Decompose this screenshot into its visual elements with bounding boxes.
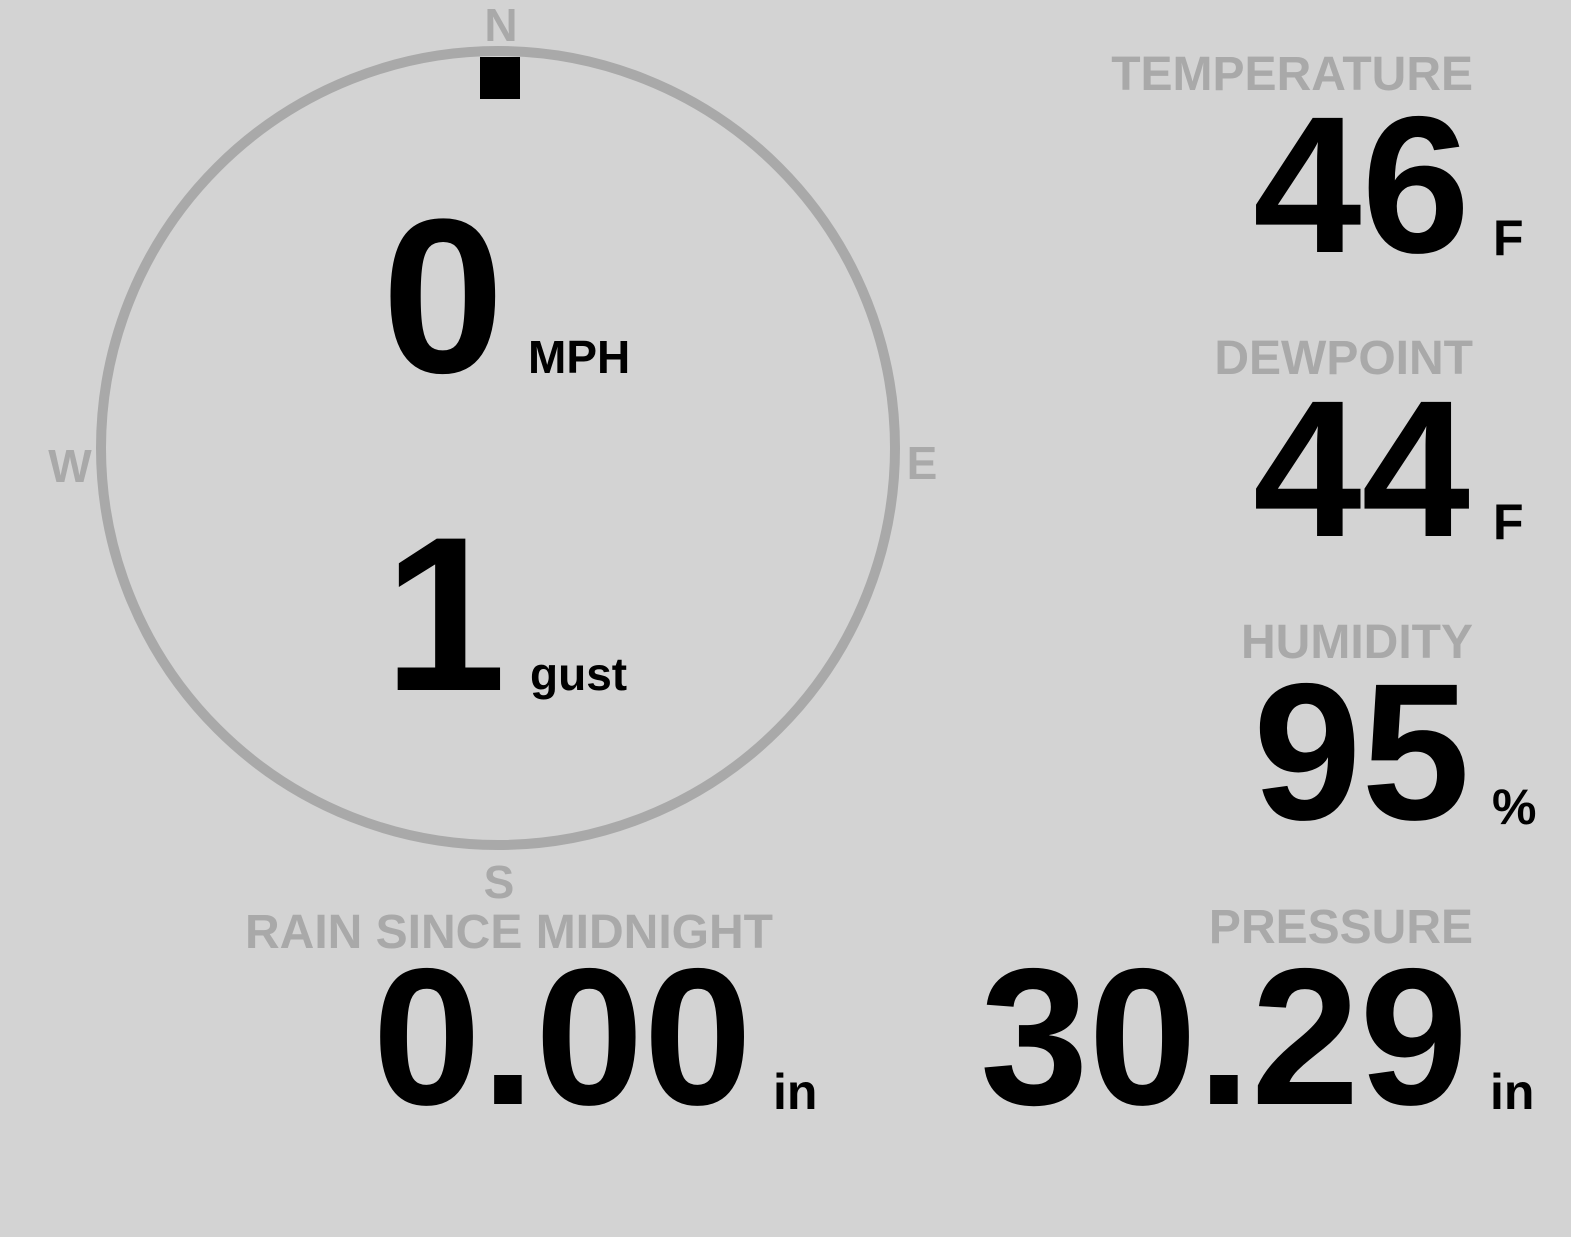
rain-value: 0.00 (372, 928, 752, 1146)
compass-east-label: E (906, 437, 938, 489)
pressure-value: 30.29 (980, 928, 1468, 1146)
compass-west-label: W (48, 440, 92, 492)
temperature-label: TEMPERATURE (1111, 48, 1473, 101)
humidity-label: HUMIDITY (1241, 616, 1473, 669)
wind-speed-value: 0 (381, 173, 505, 419)
temperature-value: 46 (1253, 76, 1470, 294)
dewpoint-unit: F (1493, 494, 1524, 550)
wind-direction-marker (480, 57, 520, 99)
rain-label: RAIN SINCE MIDNIGHT (245, 906, 773, 959)
compass-ring (96, 46, 900, 850)
wind-gust-unit: gust (530, 648, 628, 700)
wind-speed-unit: MPH (528, 331, 631, 383)
dewpoint-value: 44 (1253, 360, 1470, 578)
rain-unit: in (773, 1064, 818, 1120)
wind-gust-value: 1 (383, 491, 507, 737)
humidity-unit: % (1492, 779, 1537, 835)
humidity-value: 95 (1253, 643, 1470, 861)
temperature-unit: F (1493, 210, 1524, 266)
compass-south-label: S (483, 856, 515, 908)
pressure-label: PRESSURE (1208, 901, 1473, 954)
dewpoint-label: DEWPOINT (1214, 332, 1473, 385)
pressure-unit: in (1490, 1064, 1535, 1120)
compass-north-label: N (484, 0, 518, 51)
